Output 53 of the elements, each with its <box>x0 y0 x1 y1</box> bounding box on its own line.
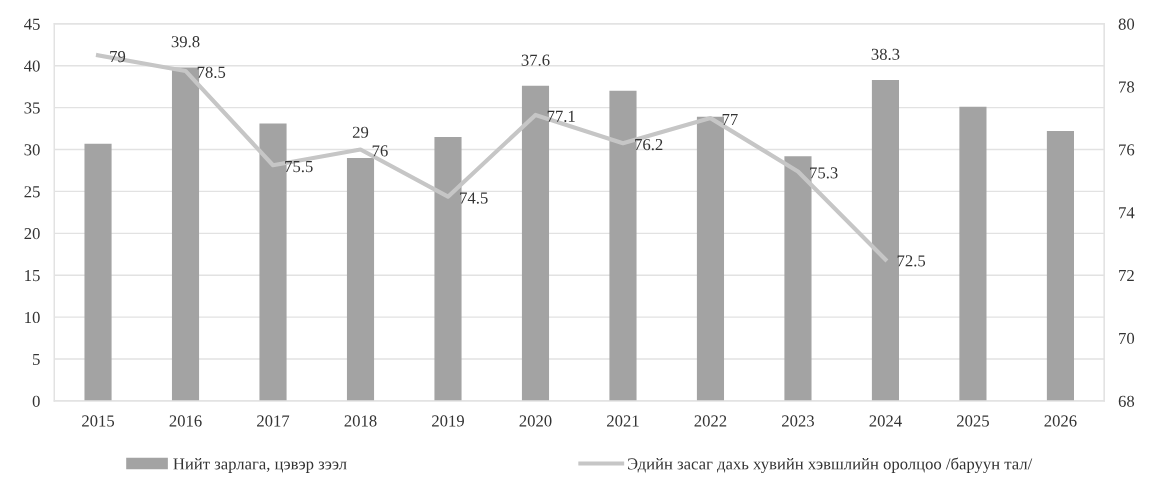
data-label: 78.5 <box>197 66 226 78</box>
bar <box>1046 131 1074 401</box>
y-tick-label: 20 <box>24 228 40 240</box>
y-tick-label: 30 <box>24 144 40 156</box>
bar <box>259 123 287 401</box>
data-label: 39.8 <box>171 36 200 48</box>
x-tick-label: 2024 <box>869 415 902 427</box>
y-tick-label: 10 <box>25 311 40 324</box>
y2-tick-label: 80 <box>1118 18 1135 30</box>
data-label: 75.3 <box>810 167 838 179</box>
data-label: 37.6 <box>521 54 550 66</box>
data-label: 74.5 <box>460 192 488 204</box>
data-label: 76 <box>372 145 388 157</box>
bar <box>434 136 462 401</box>
y-tick-label: 0 <box>32 395 40 407</box>
y2-tick-label: 72 <box>1119 269 1134 282</box>
data-label: 72.5 <box>897 255 926 267</box>
bar <box>959 106 987 401</box>
y-tick-label: 45 <box>24 18 40 30</box>
y2-tick-label: 74 <box>1119 207 1135 219</box>
x-tick-label: 2018 <box>344 415 377 427</box>
data-label: 75.5 <box>285 161 313 173</box>
bar <box>346 157 375 401</box>
y-tick-label: 35 <box>24 102 40 114</box>
bar <box>84 143 112 401</box>
data-label: 77 <box>722 113 738 125</box>
legend-label: Эдийн засаг дахь хувийн хэвшлийн оролцоо /баруун тал/ <box>628 457 1033 473</box>
legend-label: Нийт зарлага, цэвэр зээл <box>173 457 347 473</box>
y2-tick-label: 70 <box>1119 332 1135 345</box>
x-tick-label: 2021 <box>607 415 639 427</box>
bar <box>609 90 637 401</box>
x-tick-label: 2025 <box>957 415 989 427</box>
x-tick-label: 2022 <box>694 415 727 427</box>
y-tick-label: 5 <box>33 353 40 365</box>
x-tick-label: 2026 <box>1044 415 1077 427</box>
y-tick-label: 15 <box>25 270 40 282</box>
data-label: 38.3 <box>871 48 900 60</box>
data-label: 77.1 <box>547 110 575 122</box>
x-tick-label: 2019 <box>432 415 464 427</box>
bar <box>784 156 812 401</box>
y-tick-label: 40 <box>24 60 40 72</box>
data-label: 76.2 <box>635 138 663 151</box>
y-tick-label: 25 <box>24 186 40 198</box>
x-tick-label: 2015 <box>82 415 115 427</box>
y2-tick-label: 68 <box>1118 395 1135 407</box>
x-tick-label: 2020 <box>519 415 552 427</box>
x-tick-label: 2023 <box>782 415 814 427</box>
data-label: 79 <box>110 50 126 63</box>
x-tick-label: 2016 <box>169 415 202 427</box>
x-tick-label: 2017 <box>257 415 290 427</box>
y2-tick-label: 78 <box>1119 81 1135 93</box>
data-label: 29 <box>352 126 369 138</box>
y2-tick-label: 76 <box>1119 144 1135 156</box>
